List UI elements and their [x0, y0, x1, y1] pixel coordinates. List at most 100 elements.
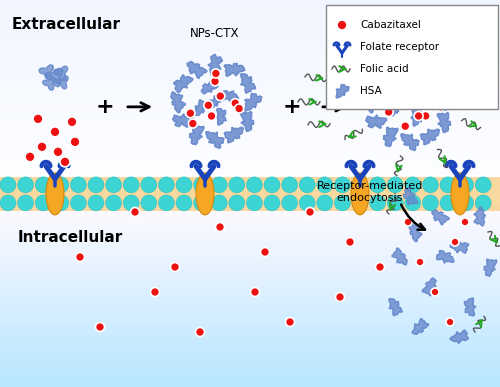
Circle shape [18, 177, 34, 193]
Circle shape [401, 122, 410, 131]
FancyBboxPatch shape [326, 5, 498, 109]
Circle shape [264, 195, 280, 211]
Circle shape [158, 177, 174, 193]
Circle shape [216, 92, 225, 101]
Circle shape [207, 111, 216, 120]
Text: +: + [282, 97, 302, 117]
Circle shape [50, 127, 60, 137]
Bar [0, 31, 500, 36]
Circle shape [387, 177, 403, 193]
Bar [0, 310, 500, 314]
Bar [0, 301, 500, 305]
Circle shape [458, 177, 473, 193]
Circle shape [216, 223, 224, 231]
Circle shape [440, 195, 456, 211]
Bar [0, 159, 500, 164]
Polygon shape [389, 298, 402, 316]
Polygon shape [438, 72, 452, 92]
Circle shape [188, 119, 198, 128]
Bar [0, 378, 500, 382]
Circle shape [53, 195, 69, 211]
Bar [0, 278, 500, 283]
Circle shape [212, 69, 220, 78]
Circle shape [229, 177, 245, 193]
Polygon shape [403, 188, 418, 205]
Polygon shape [474, 207, 486, 226]
Circle shape [37, 142, 47, 152]
Polygon shape [420, 62, 441, 74]
Bar [0, 219, 500, 223]
Circle shape [421, 111, 430, 120]
Text: Receptor-mediated
endocytosis: Receptor-mediated endocytosis [317, 181, 423, 203]
Bar [0, 364, 500, 369]
Circle shape [422, 195, 438, 211]
Bar [0, 332, 500, 337]
Circle shape [130, 207, 140, 216]
Polygon shape [432, 210, 450, 225]
Polygon shape [364, 92, 378, 113]
Circle shape [176, 195, 192, 211]
Polygon shape [210, 96, 222, 108]
Polygon shape [366, 115, 386, 128]
Circle shape [186, 109, 195, 118]
Circle shape [426, 99, 434, 108]
Polygon shape [208, 55, 222, 76]
Ellipse shape [46, 173, 64, 215]
Polygon shape [422, 278, 436, 296]
Circle shape [194, 195, 210, 211]
Circle shape [170, 262, 179, 272]
Text: Extracellular: Extracellular [12, 17, 121, 32]
Polygon shape [240, 111, 254, 131]
Circle shape [346, 238, 354, 247]
Circle shape [352, 195, 368, 211]
Polygon shape [464, 298, 476, 316]
Circle shape [420, 78, 429, 87]
Polygon shape [174, 75, 193, 92]
Circle shape [18, 195, 34, 211]
Bar [0, 144, 500, 149]
Circle shape [70, 137, 80, 147]
Bar [0, 283, 500, 287]
Bar [0, 369, 500, 373]
Bar [0, 118, 500, 123]
Circle shape [141, 195, 157, 211]
Polygon shape [412, 319, 428, 334]
Circle shape [410, 96, 420, 104]
Bar [0, 82, 500, 87]
Bar [0, 10, 500, 15]
Bar [0, 26, 500, 31]
Circle shape [475, 195, 491, 211]
Bar [0, 46, 500, 51]
Text: Cabazitaxel: Cabazitaxel [360, 20, 421, 30]
Polygon shape [409, 223, 422, 242]
Polygon shape [418, 91, 434, 101]
Bar [0, 15, 500, 21]
Bar [0, 255, 500, 260]
Polygon shape [381, 60, 401, 77]
Circle shape [96, 322, 104, 332]
Circle shape [352, 177, 368, 193]
Bar [0, 382, 500, 387]
Circle shape [414, 111, 423, 120]
Bar [0, 287, 500, 291]
Polygon shape [367, 74, 386, 91]
Bar [0, 133, 500, 139]
Circle shape [404, 218, 412, 226]
Circle shape [123, 177, 139, 193]
Ellipse shape [451, 173, 469, 215]
Text: Intracellular: Intracellular [18, 229, 123, 245]
Bar [0, 177, 500, 211]
Bar [0, 190, 500, 195]
Circle shape [440, 177, 456, 193]
Circle shape [210, 77, 220, 86]
Polygon shape [411, 109, 422, 126]
Circle shape [475, 177, 491, 193]
Circle shape [0, 195, 16, 211]
Bar [0, 77, 500, 82]
Circle shape [334, 177, 350, 193]
Bar [0, 185, 500, 190]
Circle shape [211, 195, 227, 211]
Polygon shape [396, 79, 413, 93]
Circle shape [60, 157, 70, 167]
Circle shape [420, 65, 429, 74]
